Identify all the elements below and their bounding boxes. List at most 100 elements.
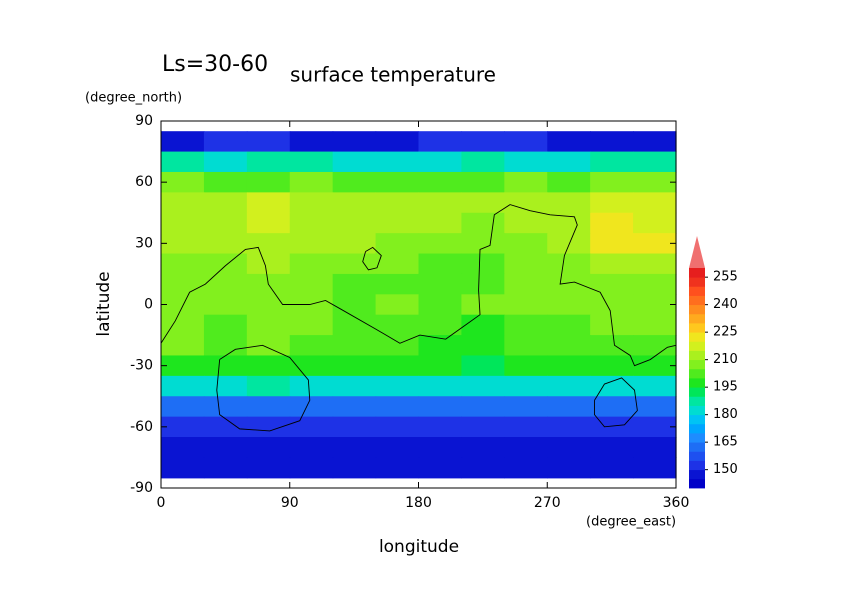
heat-cell [289, 416, 334, 438]
heat-cell [547, 437, 591, 459]
heat-cell [289, 396, 334, 418]
heat-cell [246, 253, 291, 275]
colorbar-label: 255 [713, 270, 738, 285]
heat-cell [246, 131, 291, 153]
y-axis-label: latitude [94, 271, 114, 336]
x-tick-label: 0 [157, 495, 166, 511]
colorbar-label: 240 [713, 297, 738, 312]
heat-cell [633, 335, 677, 357]
heat-cell [161, 437, 205, 459]
colorbar-swatch [689, 323, 705, 333]
heat-cell [161, 335, 205, 357]
heat-cell [504, 171, 548, 193]
colorbar-swatch [689, 387, 705, 397]
heat-cell [375, 212, 420, 234]
heat-cell [203, 396, 248, 418]
heat-cell [289, 294, 334, 316]
contour-line [362, 246, 382, 271]
colorbar-swatch [689, 414, 705, 425]
x-tick-label: 270 [534, 495, 561, 511]
heat-cell [633, 171, 677, 193]
heat-cell [246, 171, 291, 193]
heat-cell [418, 294, 463, 316]
colorbar-swatch [689, 350, 705, 361]
heat-cell [461, 457, 505, 479]
heat-cell [375, 171, 420, 193]
heat-cell [203, 151, 248, 173]
heat-cell [590, 151, 634, 173]
y-tick-label: 0 [144, 297, 153, 313]
heat-cell [590, 335, 634, 357]
heat-cell [418, 457, 463, 479]
colorbar-extension [689, 236, 705, 268]
heat-cell [590, 355, 634, 377]
heat-cell [375, 457, 420, 479]
heat-cell [461, 437, 505, 459]
colorbar-swatch [689, 451, 705, 461]
heat-cell [461, 253, 505, 275]
heat-cell [246, 192, 291, 214]
heat-cell [418, 273, 463, 295]
heat-cell [547, 396, 591, 418]
heat-cell [461, 233, 505, 255]
heat-cell [332, 314, 377, 336]
heat-cell [289, 233, 334, 255]
heat-cell [461, 151, 505, 173]
heat-cell [547, 192, 591, 214]
heat-cell [590, 457, 634, 479]
heat-cell [547, 294, 591, 316]
heat-cell [161, 151, 205, 173]
heat-cell [332, 416, 377, 438]
heat-cell [246, 375, 291, 397]
heat-cell [203, 273, 248, 295]
heat-cell [332, 375, 377, 397]
heat-cell [203, 457, 248, 479]
heat-cell [504, 212, 548, 234]
heat-cell [332, 192, 377, 214]
colorbar-swatch [689, 277, 705, 287]
heat-cell [332, 131, 377, 153]
x-units: (degree_east) [586, 515, 676, 530]
heat-cell [461, 416, 505, 438]
heat-cell [504, 375, 548, 397]
heat-cell [332, 396, 377, 418]
heat-cell [633, 131, 677, 153]
x-tick-label: 360 [663, 495, 690, 511]
heat-cell [246, 355, 291, 377]
heat-cell [375, 375, 420, 397]
heat-cell [375, 151, 420, 173]
chart-subtitle: Ls=30-60 [162, 52, 268, 77]
heat-cell [418, 437, 463, 459]
heat-cell [289, 212, 334, 234]
heat-cell [590, 396, 634, 418]
heat-cell [590, 294, 634, 316]
heat-cell [504, 131, 548, 153]
colorbar-swatch [689, 286, 705, 296]
heat-cell [633, 192, 677, 214]
heat-cell [332, 335, 377, 357]
heat-cell [332, 171, 377, 193]
colorbar-swatch [689, 341, 705, 351]
heat-cell [289, 375, 334, 397]
heat-cell [418, 335, 463, 357]
heat-cell [633, 457, 677, 479]
heat-cell [418, 416, 463, 438]
heat-cell [246, 457, 291, 479]
colorbar: 150 165 180 195 210 225 240 255 [689, 236, 738, 489]
colorbar-swatch [689, 295, 705, 306]
heat-cell [246, 151, 291, 173]
heat-cell [289, 131, 334, 153]
colorbar-swatch [689, 396, 705, 406]
heat-cell [418, 253, 463, 275]
heat-cell [633, 294, 677, 316]
heat-cell [633, 396, 677, 418]
heat-cell [246, 437, 291, 459]
heat-cell [161, 314, 205, 336]
colorbar-swatch [689, 433, 705, 443]
heat-cell [246, 335, 291, 357]
heat-cell [289, 171, 334, 193]
heat-cell [375, 233, 420, 255]
axes: 0 90 180 270 360 90 60 30 0 -30 -60 -90 [130, 113, 689, 511]
heat-cell [161, 273, 205, 295]
contours [160, 204, 677, 432]
